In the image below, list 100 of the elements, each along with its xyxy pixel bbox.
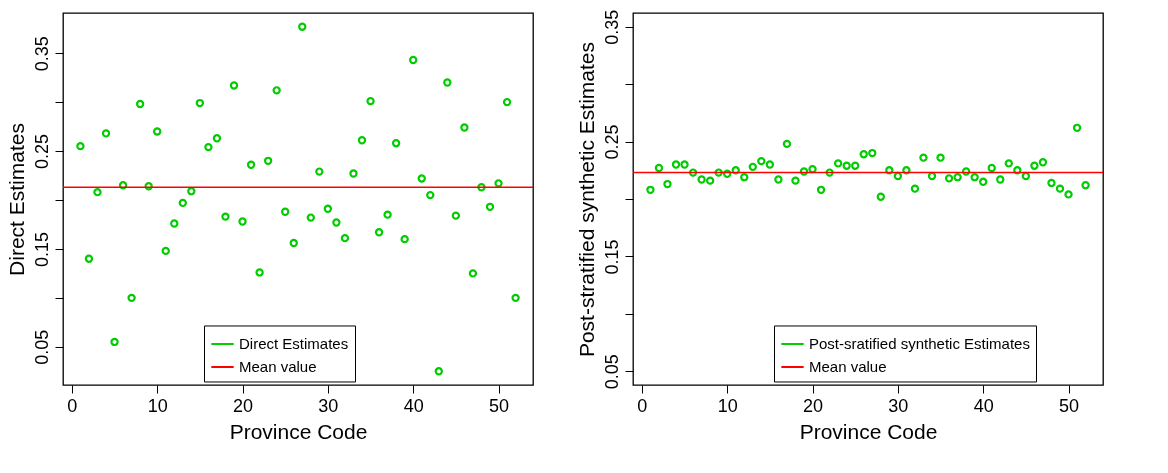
point (816, 185, 826, 194)
point (332, 218, 341, 227)
y-tick-label: 0.25 (601, 124, 622, 160)
point (825, 168, 834, 177)
point (688, 168, 698, 177)
point (927, 171, 937, 181)
point (511, 293, 520, 303)
point (740, 173, 749, 182)
point (902, 166, 911, 175)
point (221, 212, 230, 221)
point (153, 127, 162, 136)
point (485, 202, 495, 212)
point (944, 174, 954, 183)
point (1038, 158, 1048, 167)
point (868, 148, 877, 158)
point (697, 175, 706, 184)
point (238, 217, 247, 226)
point (680, 160, 689, 169)
y-tick-label: 0.15 (601, 239, 622, 275)
point (366, 96, 375, 106)
point (996, 175, 1005, 184)
point (409, 55, 418, 65)
point (705, 176, 715, 185)
x-tick-label: 40 (973, 395, 994, 416)
point (93, 187, 102, 197)
point (723, 169, 732, 178)
point (110, 337, 119, 347)
point (195, 98, 205, 108)
legend-label: Post-sratified synthetic Estimates (809, 334, 1030, 352)
x-tick-label: 40 (403, 395, 424, 416)
point (178, 198, 187, 208)
point (714, 168, 723, 177)
point (1021, 171, 1031, 181)
x-tick-label: 20 (233, 395, 254, 416)
point (1072, 123, 1082, 132)
x-tick-label: 50 (489, 395, 510, 416)
point (281, 207, 290, 216)
point (383, 210, 392, 219)
point (876, 192, 885, 201)
point (919, 153, 928, 162)
y-axis-title: Direct Estimates (4, 123, 28, 276)
point (374, 228, 384, 237)
point (468, 269, 478, 278)
point (970, 173, 979, 182)
point (204, 142, 213, 152)
point (212, 134, 222, 143)
point (229, 81, 239, 90)
x-tick-label: 10 (147, 395, 168, 416)
point (979, 177, 988, 186)
point (451, 211, 461, 220)
point (340, 233, 350, 243)
x-tick-label: 10 (717, 395, 738, 416)
point (417, 174, 426, 183)
x-tick-label: 30 (888, 395, 909, 416)
point (494, 179, 503, 188)
legend-label: Mean value (809, 357, 887, 375)
x-tick-label: 30 (318, 395, 339, 416)
y-tick-label: 0.35 (31, 36, 52, 72)
point (791, 176, 800, 185)
point (833, 159, 843, 168)
point (671, 160, 681, 169)
point (774, 175, 783, 184)
point (357, 136, 367, 145)
point (161, 246, 170, 256)
point (936, 153, 945, 162)
point (502, 97, 512, 107)
point (1064, 190, 1073, 199)
point (135, 99, 145, 109)
point (1081, 181, 1090, 190)
point (1047, 178, 1056, 188)
point (953, 173, 962, 182)
x-tick-label: 0 (67, 395, 78, 416)
y-axis-title: Post-stratified synthetic Estimates (574, 41, 598, 358)
x-axis-title: Province Code (229, 419, 368, 443)
point (255, 268, 264, 277)
point (893, 171, 903, 181)
point (400, 234, 409, 244)
point (272, 86, 281, 95)
point (306, 213, 315, 222)
point (84, 254, 94, 263)
y-tick-label: 0.05 (31, 329, 52, 365)
point (1030, 161, 1039, 170)
point (289, 238, 298, 248)
point (987, 163, 996, 173)
x-tick-label: 0 (637, 395, 648, 416)
point (323, 204, 333, 213)
y-tick-label: 0.25 (31, 134, 52, 170)
point (885, 166, 894, 175)
point (144, 182, 153, 191)
point (1055, 184, 1065, 193)
point (808, 164, 817, 174)
point (1013, 166, 1022, 175)
point (460, 123, 469, 132)
point (477, 183, 486, 192)
point (654, 163, 664, 173)
point (426, 190, 435, 200)
point (757, 156, 766, 166)
point (851, 161, 860, 170)
point (443, 78, 452, 87)
point (263, 156, 273, 165)
